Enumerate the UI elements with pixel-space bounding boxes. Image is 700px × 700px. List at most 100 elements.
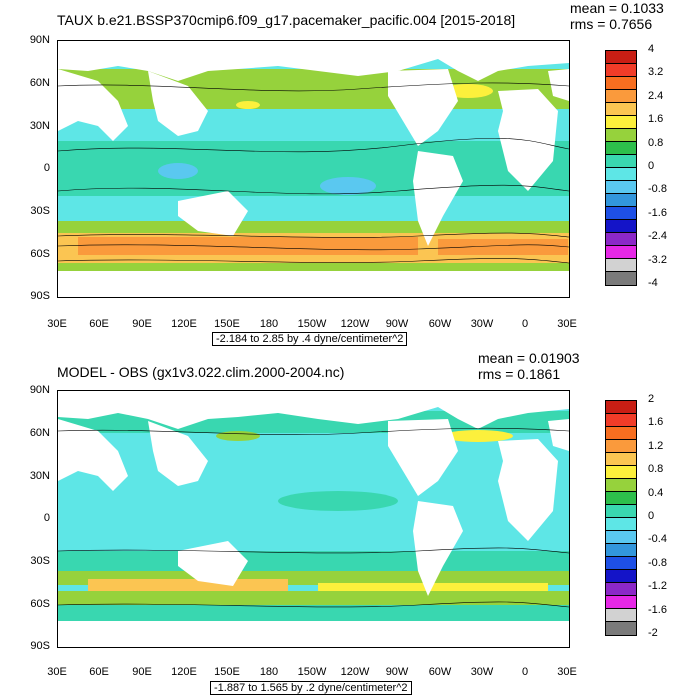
colorbar-swatch: [606, 233, 636, 246]
colorbar-label: -1.6: [648, 603, 667, 616]
x-tick-label: 30W: [470, 318, 494, 330]
colorbar-swatch: [606, 609, 636, 622]
map-field-svg: [58, 41, 569, 297]
colorbar-swatch: [606, 596, 636, 609]
colorbar-swatch: [606, 51, 636, 64]
y-tick-label: 60N: [29, 427, 50, 439]
x-tick-label: 150W: [297, 318, 327, 330]
y-tick-label: 90S: [30, 290, 50, 302]
rms-stat: rms = 0.1861: [478, 366, 561, 382]
colorbar-label: -1.2: [648, 580, 667, 593]
colorbar-swatch: [606, 583, 636, 596]
colorbar-swatch: [606, 440, 636, 453]
panel-title: TAUX b.e21.BSSP370cmip6.f09_g17.pacemake…: [57, 12, 516, 28]
colorbar-swatch: [606, 246, 636, 259]
colorbar-swatch: [606, 194, 636, 207]
x-tick-label: 60W: [428, 666, 452, 678]
x-tick-label: 90W: [385, 666, 409, 678]
colorbar-label: 4: [648, 43, 655, 55]
colorbar: [605, 400, 637, 636]
panel-1: TAUX b.e21.BSSP370cmip6.f09_g17.pacemake…: [29, 0, 667, 346]
mean-stat: mean = 0.1033: [570, 0, 664, 16]
x-tick-label: 90W: [385, 318, 409, 330]
y-tick-label: 0: [43, 512, 50, 524]
colorbar-label: 2: [648, 393, 655, 405]
y-tick-label: 90N: [29, 34, 50, 46]
x-tick-label: 90E: [132, 666, 152, 678]
colorbar-label: 1.6: [648, 416, 664, 429]
colorbar-label: -3.2: [648, 253, 667, 266]
colorbar-swatch: [606, 570, 636, 583]
x-tick-label: 30E: [47, 666, 67, 678]
colorbar-label: -0.8: [648, 556, 667, 569]
colorbar-swatch: [606, 557, 636, 570]
colorbar-label: -2: [648, 627, 658, 639]
y-tick-label: 60S: [30, 248, 50, 260]
x-tick-label: 120E: [171, 318, 197, 330]
x-tick-label: 60E: [89, 666, 109, 678]
colorbar-label: -0.4: [648, 533, 667, 546]
x-tick-label: 150W: [297, 666, 327, 678]
colorbar-label: -1.6: [648, 206, 667, 219]
colorbar-label: 1.2: [648, 439, 664, 452]
colorbar-label: -0.8: [648, 183, 667, 196]
colorbar-label: -2.4: [648, 230, 667, 243]
colorbar-label: 0.4: [648, 486, 664, 499]
colorbar-swatch: [606, 531, 636, 544]
y-tick-label: 30N: [29, 120, 50, 132]
colorbar-swatch: [606, 181, 636, 194]
colorbar-swatch: [606, 466, 636, 479]
x-tick-label: 120E: [171, 666, 197, 678]
colorbar-swatch: [606, 453, 636, 466]
y-tick-label: 30S: [30, 555, 50, 567]
panel-2: MODEL - OBS (gx1v3.022.clim.2000-2004.nc…: [0, 350, 700, 700]
mean-stat: mean = 0.01903: [478, 350, 580, 366]
x-tick-label: 180: [259, 318, 279, 330]
colorbar-swatch: [606, 259, 636, 272]
colorbar-label: 0.8: [648, 136, 664, 149]
contour-range-info: -2.184 to 2.85 by .4 dyne/centimeter^2: [212, 332, 408, 346]
contour-range-info: -1.887 to 1.565 by .2 dyne/centimeter^2: [210, 681, 412, 695]
colorbar-label: 0: [648, 160, 655, 172]
colorbar-swatch: [606, 168, 636, 181]
panel-title: MODEL - OBS (gx1v3.022.clim.2000-2004.nc…: [57, 364, 345, 380]
colorbar-swatch: [606, 427, 636, 440]
colorbar-swatch: [606, 272, 636, 285]
y-tick-label: 0: [43, 162, 50, 174]
colorbar-swatch: [606, 220, 636, 233]
y-tick-label: 90S: [30, 640, 50, 652]
colorbar-swatch: [606, 155, 636, 168]
colorbar-swatch: [606, 414, 636, 427]
x-tick-label: 30E: [557, 318, 577, 330]
x-tick-label: 30E: [557, 666, 577, 678]
colorbar-swatch: [606, 544, 636, 557]
colorbar-label: 1.6: [648, 113, 664, 126]
colorbar-swatch: [606, 622, 636, 635]
colorbar-swatch: [606, 518, 636, 531]
x-tick-label: 120W: [340, 666, 370, 678]
x-tick-label: 30W: [470, 666, 494, 678]
colorbar-swatch: [606, 492, 636, 505]
x-tick-label: 30E: [47, 318, 67, 330]
colorbar-swatch: [606, 77, 636, 90]
map-plot: [57, 40, 570, 298]
map-field-svg: [58, 391, 569, 647]
colorbar-label: 2.4: [648, 89, 664, 102]
x-tick-label: 60W: [428, 318, 452, 330]
colorbar-label: -4: [648, 277, 658, 289]
x-tick-label: 60E: [89, 318, 109, 330]
colorbar-swatch: [606, 505, 636, 518]
x-tick-label: 120W: [340, 318, 370, 330]
rms-stat: rms = 0.7656: [570, 16, 653, 32]
x-tick-label: 0: [521, 318, 529, 330]
x-tick-label: 0: [521, 666, 529, 678]
colorbar-label: 0: [648, 510, 655, 522]
y-tick-label: 30N: [29, 470, 50, 482]
y-tick-label: 60S: [30, 598, 50, 610]
colorbar-swatch: [606, 64, 636, 77]
y-tick-label: 30S: [30, 205, 50, 217]
colorbar: [605, 50, 637, 286]
colorbar-swatch: [606, 207, 636, 220]
x-tick-label: 150E: [214, 318, 240, 330]
colorbar-swatch: [606, 116, 636, 129]
